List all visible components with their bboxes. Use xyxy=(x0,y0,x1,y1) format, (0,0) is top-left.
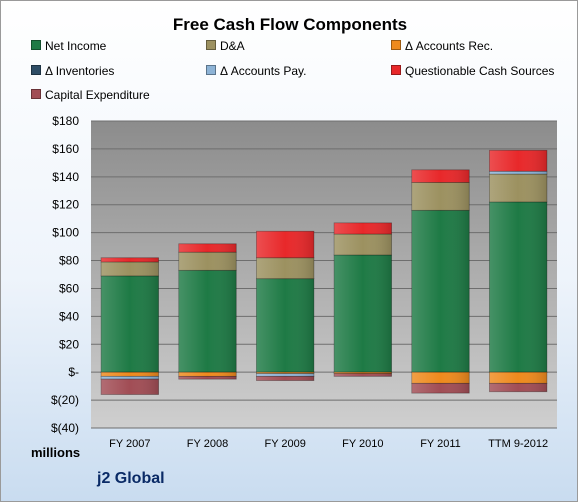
y-tick-label: $120 xyxy=(52,198,79,212)
x-category-label: FY 2010 xyxy=(342,438,383,450)
bar-segment-shine xyxy=(334,372,392,374)
bar-segment-shine xyxy=(256,376,314,381)
bar-segment-shine xyxy=(256,373,314,377)
bar-segment-shine xyxy=(101,376,159,380)
legend-label-net-income: Net Income xyxy=(45,39,107,53)
x-category-label: TTM 9-2012 xyxy=(488,438,548,450)
bar-segment-shine xyxy=(489,171,547,175)
y-tick-label: $100 xyxy=(52,226,79,240)
bar-segment-shine xyxy=(178,270,237,373)
bar-segment-shine xyxy=(101,379,159,395)
legend-swatch-accounts-rec xyxy=(391,40,401,50)
bar-segment-shine xyxy=(101,372,159,377)
bar-segment-shine xyxy=(489,372,547,384)
legend-label-questionable-cash: Questionable Cash Sources xyxy=(405,64,555,78)
legend-item-questionable-cash: Questionable Cash Sources xyxy=(391,64,554,78)
y-tick-label: $60 xyxy=(59,281,79,295)
bar-segment-shine xyxy=(178,252,237,271)
chart-title: Free Cash Flow Components xyxy=(172,15,408,34)
legend-item-accounts-pay: Δ Accounts Pay. xyxy=(206,64,307,78)
y-tick-label: $(40) xyxy=(51,421,79,435)
bar-segment-shine xyxy=(489,150,547,172)
units-label: millions xyxy=(31,445,81,460)
bar-segment-shine xyxy=(411,182,470,211)
bar-segment-shine xyxy=(334,373,392,377)
legend-label-accounts-rec: Δ Accounts Rec. xyxy=(405,39,494,53)
bar-segment-shine xyxy=(411,383,470,394)
bar-segment-shine xyxy=(101,257,159,262)
bar-segment-shine xyxy=(411,372,470,384)
y-tick-label: $20 xyxy=(59,337,79,351)
bar-segment-shine xyxy=(256,257,314,279)
legend-swatch-capex xyxy=(31,89,41,99)
bar-segment-shine xyxy=(101,275,159,373)
bar-segment-shine xyxy=(334,234,392,255)
legend-item-da: D&A xyxy=(206,39,245,53)
x-category-label: FY 2008 xyxy=(187,438,228,450)
x-category-label: FY 2009 xyxy=(264,438,305,450)
bar-segment-shine xyxy=(411,210,470,373)
x-category-label: FY 2011 xyxy=(420,438,461,450)
y-tick-label: $- xyxy=(68,365,79,379)
bar-segment-shine xyxy=(178,243,237,253)
bar-segment-shine xyxy=(334,222,392,235)
legend-swatch-da xyxy=(206,40,216,50)
bar-segment-shine xyxy=(489,383,547,392)
y-tick-label: $80 xyxy=(59,254,79,268)
bar-segment-shine xyxy=(256,231,314,258)
bar-segment-shine xyxy=(178,372,237,377)
y-tick-label: $140 xyxy=(52,170,79,184)
legend-label-inventories: Δ Inventories xyxy=(45,64,115,78)
bar-segment-shine xyxy=(178,376,237,380)
bar-segment-shine xyxy=(489,201,547,373)
company-label: j2 Global xyxy=(97,470,165,487)
y-tick-label: $(20) xyxy=(51,393,79,407)
bar-segment-shine xyxy=(101,261,159,276)
legend-swatch-net-income xyxy=(31,40,41,50)
legend-item-capex: Capital Expenditure xyxy=(31,88,150,102)
y-tick-label: $180 xyxy=(52,114,79,128)
legend-label-accounts-pay: Δ Accounts Pay. xyxy=(220,64,307,78)
legend-label-capex: Capital Expenditure xyxy=(45,88,150,102)
bar-segment-shine xyxy=(489,174,547,202)
legend-swatch-inventories xyxy=(31,65,41,75)
plot-background xyxy=(91,121,557,428)
bar-segment-shine xyxy=(334,254,392,373)
legend-label-da: D&A xyxy=(220,39,245,53)
legend-item-accounts-rec: Δ Accounts Rec. xyxy=(391,39,493,53)
bar-segment-shine xyxy=(256,372,314,374)
y-tick-label: $40 xyxy=(59,309,79,323)
bar-segment-shine xyxy=(256,278,314,373)
y-tick-label: $160 xyxy=(52,142,79,156)
legend-swatch-accounts-pay xyxy=(206,65,216,75)
legend-item-inventories: Δ Inventories xyxy=(31,64,114,78)
bar-segment-shine xyxy=(411,169,470,183)
legend-item-net-income: Net Income xyxy=(31,39,106,53)
legend-swatch-questionable-cash xyxy=(391,65,401,75)
x-category-label: FY 2007 xyxy=(109,438,150,450)
